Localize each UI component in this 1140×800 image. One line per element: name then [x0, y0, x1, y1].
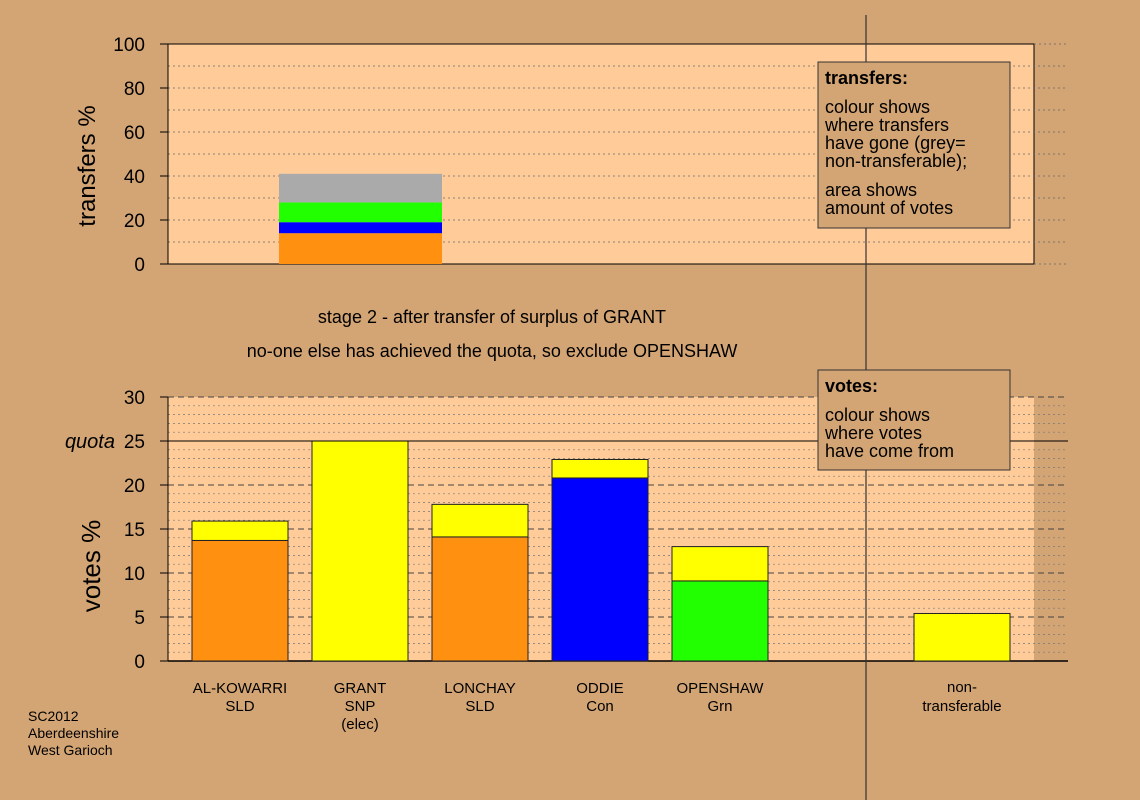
y-tick-label: 40 — [124, 167, 145, 188]
transfers-legend-line: colour shows — [825, 97, 930, 117]
candidate-label: SNP — [345, 698, 376, 715]
nontransferable-label: transferable — [922, 698, 1001, 715]
vote-segment — [191, 539, 289, 662]
transfers-legend-line: area shows — [825, 180, 917, 200]
vote-segment — [431, 536, 529, 662]
footer-line: West Garioch — [28, 742, 113, 758]
transfer-segment — [279, 173, 442, 203]
votes-legend-line: colour shows — [825, 405, 930, 425]
transfers-legend-line: have gone (grey= — [825, 133, 966, 153]
transfers-legend-line: amount of votes — [825, 198, 953, 218]
y-tick-label: 15 — [124, 520, 145, 541]
votes-legend-box — [817, 369, 1011, 471]
votes-legend: votes: colour shows where votes have com… — [817, 369, 1011, 471]
vote-segment — [551, 458, 649, 479]
votes-y-axis-label: votes % — [76, 520, 106, 613]
y-tick-label: 5 — [134, 608, 145, 629]
vote-segment — [311, 440, 409, 662]
candidate-label: LONCHAY — [444, 680, 515, 697]
footer-line: SC2012 — [28, 708, 79, 724]
vote-segment — [671, 580, 769, 662]
transfer-segment — [279, 222, 442, 234]
transfers-bars — [279, 173, 442, 264]
y-tick-label: 20 — [124, 211, 145, 232]
candidate-label: Con — [586, 698, 614, 715]
vote-segment — [671, 546, 769, 582]
transfers-y-axis-label: transfers % — [74, 105, 101, 226]
votes-y-ticks: 0 5 10 15 20 25 30 — [124, 388, 168, 673]
votes-legend-line: have come from — [825, 441, 954, 461]
transfers-y-ticks: 0 20 40 60 80 100 — [113, 35, 168, 276]
vote-segment — [431, 503, 529, 538]
vote-segment — [191, 520, 289, 541]
candidate-label: GRANT — [334, 680, 387, 697]
stage-subtitle: no-one else has achieved the quota, so e… — [247, 341, 738, 361]
candidate-label: SLD — [225, 698, 254, 715]
candidate-label: (elec) — [341, 716, 379, 733]
footer-line: Aberdeenshire — [28, 725, 119, 741]
y-tick-label: 100 — [113, 35, 145, 56]
vote-segment — [551, 477, 649, 662]
candidate-label: SLD — [465, 698, 494, 715]
candidate-label: OPENSHAW — [677, 680, 765, 697]
transfers-legend-title: transfers: — [825, 68, 908, 88]
vote-segment — [913, 612, 1011, 662]
candidate-label: ODDIE — [576, 680, 624, 697]
nontransferable-label: non- — [947, 679, 977, 696]
y-tick-label: 0 — [134, 652, 145, 673]
y-tick-label: 25 — [124, 432, 145, 453]
y-tick-label: 80 — [124, 79, 145, 100]
y-tick-label: 0 — [134, 255, 145, 276]
transfers-legend-line: non-transferable); — [825, 151, 967, 171]
transfer-segment — [279, 233, 442, 264]
candidate-label: Grn — [707, 698, 732, 715]
transfers-legend: transfers: colour shows where transfers … — [817, 61, 1011, 229]
votes-legend-line: where votes — [824, 423, 922, 443]
y-tick-label: 60 — [124, 123, 145, 144]
candidate-labels: AL-KOWARRISLDGRANTSNP(elec)LONCHAYSLDODD… — [193, 679, 1002, 733]
y-tick-label: 20 — [124, 476, 145, 497]
votes-bars — [191, 440, 1011, 662]
stage-title: stage 2 - after transfer of surplus of G… — [318, 307, 666, 327]
candidate-label: AL-KOWARRI — [193, 680, 287, 697]
y-tick-label: 30 — [124, 388, 145, 409]
transfers-legend-box — [817, 61, 1011, 229]
transfers-legend-line: where transfers — [824, 115, 949, 135]
transfer-segment — [279, 202, 442, 223]
votes-legend-title: votes: — [825, 376, 878, 396]
quota-label: quota — [65, 431, 115, 453]
y-tick-label: 10 — [124, 564, 145, 585]
